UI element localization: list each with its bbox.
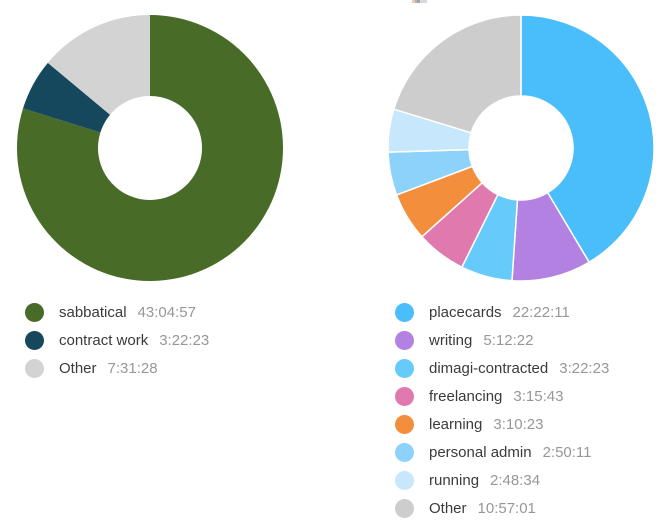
legend-item-writing: writing 5:12:22 bbox=[395, 326, 609, 354]
legend-label: contract work bbox=[59, 331, 149, 349]
donut-chart-projects bbox=[16, 15, 283, 281]
legend-swatch-running bbox=[395, 470, 414, 490]
slice-contract-work[interactable] bbox=[23, 62, 111, 133]
legend-value: 5:12:22 bbox=[483, 331, 534, 349]
legend-swatch-sabbatical bbox=[25, 302, 44, 322]
legend-value: 43:04:57 bbox=[137, 303, 196, 321]
legend-value: 3:15:43 bbox=[513, 387, 564, 405]
legend-label: writing bbox=[429, 331, 473, 349]
legend-value: 2:50:11 bbox=[542, 443, 592, 461]
legend-swatch-learning bbox=[395, 414, 414, 434]
legend-label: learning bbox=[429, 415, 483, 433]
legend-value: 3:10:23 bbox=[493, 415, 544, 433]
legend-item-placecards: placecards 22:22:11 bbox=[395, 298, 609, 326]
legend-label: freelancing bbox=[429, 387, 503, 405]
legend-swatch-freelancing bbox=[395, 386, 414, 406]
donut-chart-tasks bbox=[387, 14, 655, 282]
legend-swatch-writing bbox=[395, 330, 414, 350]
legend-item-freelancing: freelancing 3:15:43 bbox=[395, 382, 609, 410]
slice-other[interactable] bbox=[392, 14, 522, 134]
legend-item-other: Other 7:31:28 bbox=[25, 354, 209, 382]
legend-swatch-placecards bbox=[395, 302, 414, 322]
legend-tasks: placecards 22:22:11 writing 5:12:22 dimagi-c… bbox=[395, 298, 609, 522]
legend-value: 10:57:01 bbox=[477, 499, 536, 517]
legend-value: 3:22:23 bbox=[559, 359, 610, 377]
slice-placecards[interactable] bbox=[520, 14, 655, 264]
legend-value: 22:22:11 bbox=[512, 303, 570, 321]
legend-swatch-other bbox=[25, 358, 44, 378]
legend-label: running bbox=[429, 471, 480, 489]
legend-label: sabbatical bbox=[59, 303, 127, 321]
legend-label: dimagi-contracted bbox=[429, 359, 549, 377]
legend-value: 3:22:23 bbox=[159, 331, 210, 349]
legend-swatch-other bbox=[395, 498, 414, 518]
legend-swatch-contract-work bbox=[25, 330, 44, 350]
legend-value: 7:31:28 bbox=[107, 359, 158, 377]
legend-swatch-dimagi-contracted bbox=[395, 358, 414, 378]
legend-item-personal-admin: personal admin 2:50:11 bbox=[395, 438, 609, 466]
slice-sabbatical[interactable] bbox=[16, 15, 283, 281]
legend-item-sabbatical: sabbatical 43:04:57 bbox=[25, 298, 209, 326]
legend-item-other: Other 10:57:01 bbox=[395, 494, 609, 522]
legend-item-dimagi-contracted: dimagi-contracted 3:22:23 bbox=[395, 354, 609, 382]
legend-label: Other bbox=[429, 499, 467, 517]
legend-item-contract-work: contract work 3:22:23 bbox=[25, 326, 209, 354]
legend-label: personal admin bbox=[429, 443, 532, 461]
legend-swatch-personal-admin bbox=[395, 442, 414, 462]
clipped-title-artifact bbox=[412, 0, 427, 3]
legend-label: Other bbox=[59, 359, 97, 377]
slice-other[interactable] bbox=[47, 15, 150, 115]
legend-label: placecards bbox=[429, 303, 502, 321]
legend-item-running: running 2:48:34 bbox=[395, 466, 609, 494]
legend-value: 2:48:34 bbox=[490, 471, 541, 489]
legend-item-learning: learning 3:10:23 bbox=[395, 410, 609, 438]
legend-projects: sabbatical 43:04:57 contract work 3:22:23 Ot… bbox=[25, 298, 209, 382]
